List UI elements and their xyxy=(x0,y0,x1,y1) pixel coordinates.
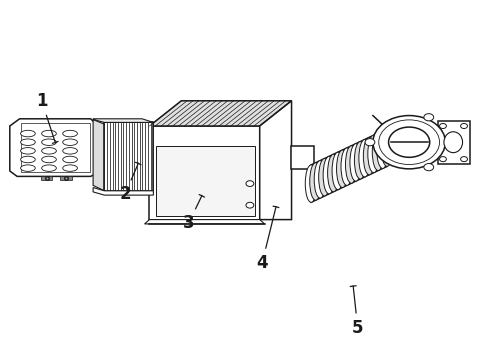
Circle shape xyxy=(246,202,254,208)
Ellipse shape xyxy=(364,138,375,175)
Circle shape xyxy=(373,116,445,169)
Circle shape xyxy=(440,123,446,129)
Circle shape xyxy=(379,120,440,165)
Polygon shape xyxy=(260,101,292,220)
Polygon shape xyxy=(93,119,153,122)
Ellipse shape xyxy=(63,156,77,163)
Polygon shape xyxy=(104,122,153,191)
Circle shape xyxy=(246,181,254,186)
Text: 5: 5 xyxy=(350,286,364,337)
Circle shape xyxy=(365,139,375,146)
Polygon shape xyxy=(291,146,314,169)
Ellipse shape xyxy=(323,156,335,194)
Polygon shape xyxy=(156,146,255,216)
Ellipse shape xyxy=(42,156,56,163)
Circle shape xyxy=(461,123,467,129)
Ellipse shape xyxy=(63,130,77,137)
Text: 4: 4 xyxy=(256,206,279,272)
Polygon shape xyxy=(93,120,104,191)
Circle shape xyxy=(440,157,446,162)
Ellipse shape xyxy=(42,165,56,171)
Ellipse shape xyxy=(63,165,77,171)
Ellipse shape xyxy=(21,139,35,145)
Ellipse shape xyxy=(63,148,77,154)
Ellipse shape xyxy=(368,135,380,173)
Ellipse shape xyxy=(354,141,366,179)
Polygon shape xyxy=(149,101,292,126)
Ellipse shape xyxy=(42,139,56,145)
Ellipse shape xyxy=(21,130,35,137)
Text: 2: 2 xyxy=(119,162,141,203)
Ellipse shape xyxy=(328,154,340,192)
Ellipse shape xyxy=(305,165,317,202)
Ellipse shape xyxy=(381,129,393,166)
Ellipse shape xyxy=(444,132,463,153)
Ellipse shape xyxy=(63,139,77,145)
Ellipse shape xyxy=(377,131,389,168)
Polygon shape xyxy=(149,126,260,220)
Circle shape xyxy=(461,157,467,162)
Polygon shape xyxy=(60,176,72,180)
Ellipse shape xyxy=(318,158,330,196)
Polygon shape xyxy=(93,188,153,195)
Polygon shape xyxy=(10,119,98,176)
Polygon shape xyxy=(21,123,90,172)
Circle shape xyxy=(424,114,434,121)
Ellipse shape xyxy=(21,156,35,163)
Ellipse shape xyxy=(345,146,357,183)
Ellipse shape xyxy=(42,130,56,137)
Circle shape xyxy=(389,127,430,157)
Ellipse shape xyxy=(332,152,344,190)
Ellipse shape xyxy=(21,148,35,154)
Ellipse shape xyxy=(310,163,321,200)
Ellipse shape xyxy=(341,148,353,185)
Text: 1: 1 xyxy=(36,92,58,143)
Ellipse shape xyxy=(314,161,326,198)
Polygon shape xyxy=(41,176,52,180)
Ellipse shape xyxy=(372,133,384,171)
Polygon shape xyxy=(438,121,470,164)
Circle shape xyxy=(424,163,434,171)
Text: 3: 3 xyxy=(183,194,204,232)
Ellipse shape xyxy=(350,144,362,181)
Ellipse shape xyxy=(21,165,35,171)
Ellipse shape xyxy=(359,139,370,177)
Ellipse shape xyxy=(42,148,56,154)
Polygon shape xyxy=(145,220,265,224)
Ellipse shape xyxy=(337,150,348,188)
